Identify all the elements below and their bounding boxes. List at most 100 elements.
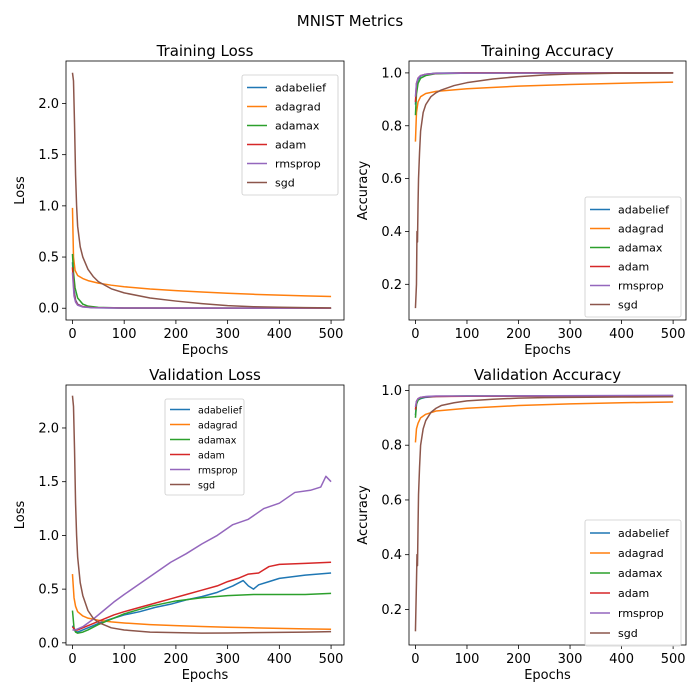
x-tick-label: 500: [319, 327, 344, 342]
series-line-rmsprop: [72, 475, 332, 631]
y-axis-label: Accuracy: [356, 161, 371, 221]
x-tick-label: 400: [267, 327, 292, 342]
x-tick-label: 100: [112, 652, 137, 667]
legend: adabelief adagrad adamax adam rmsprop sgd: [584, 196, 682, 318]
y-tick-label: 0.2: [381, 278, 402, 293]
legend-label-adam: adam: [618, 260, 649, 273]
y-tick-label: 1.0: [38, 199, 59, 214]
legend-label-adabelief: adabelief: [275, 81, 327, 94]
legend-label-adagrad: adagrad: [618, 547, 664, 560]
legend-box: [584, 519, 682, 647]
x-tick-label: 400: [609, 327, 634, 342]
x-tick-label: 100: [112, 327, 137, 342]
legend-label-rmsprop: rmsprop: [618, 279, 664, 292]
x-tick-label: 200: [163, 652, 188, 667]
legend-label-rmsprop: rmsprop: [618, 607, 664, 620]
x-tick-label: 0: [68, 652, 76, 667]
x-tick-label: 0: [411, 652, 419, 667]
y-tick-label: 1.0: [38, 529, 59, 544]
series-line-sgd: [414, 72, 674, 309]
x-axis-label: Epochs: [182, 668, 229, 683]
chart-2: 0 100 200 300 400 500 0.2 0.4 0.6 0.8 1.0 Training …: [356, 42, 687, 358]
series-line-rmsprop: [414, 72, 674, 97]
plot-frame: [408, 60, 687, 321]
y-tick-label: 1.5: [38, 475, 59, 490]
series-line-sgd: [414, 396, 674, 632]
chart-title: Training Accuracy: [480, 42, 614, 60]
x-tick-label: 0: [411, 327, 419, 342]
legend-label-adagrad: adagrad: [275, 100, 321, 113]
y-tick-label: 2.0: [38, 421, 59, 436]
series-line-adam: [71, 561, 332, 631]
legend-label-adam: adam: [275, 138, 306, 151]
legend-label-rmsprop: rmsprop: [275, 157, 321, 170]
x-axis-label: Epochs: [524, 668, 571, 683]
legend-label-adagrad: adagrad: [198, 420, 237, 431]
x-tick-label: 300: [558, 327, 583, 342]
chart-4: 0 100 200 300 400 500 0.2 0.4 0.6 0.8 1.0 Validatio…: [356, 366, 687, 683]
chart-title: Validation Accuracy: [474, 366, 621, 384]
series-line-adagrad: [414, 401, 674, 443]
y-tick-label: 0.5: [38, 251, 59, 266]
y-tick-label: 0.0: [38, 302, 59, 317]
x-tick-label: 100: [455, 652, 480, 667]
y-tick-label: 0.0: [38, 636, 59, 651]
legend-label-sgd: sgd: [198, 480, 215, 491]
chart-title: Training Loss: [156, 42, 254, 60]
legend-label-adabelief: adabelief: [618, 527, 670, 540]
x-tick-label: 300: [558, 652, 583, 667]
chart-title: Validation Loss: [149, 366, 261, 384]
series-line-rmsprop: [414, 394, 674, 408]
chart-3: 0 100 200 300 400 500 0.0 0.5 1.0 1.5 2.0 Validatio…: [13, 366, 345, 683]
legend-label-sgd: sgd: [275, 176, 295, 189]
x-tick-label: 200: [506, 652, 531, 667]
y-axis-label: Loss: [13, 501, 28, 530]
legend-label-adamax: adamax: [198, 435, 237, 446]
y-axis-label: Accuracy: [356, 485, 371, 545]
x-tick-label: 0: [68, 327, 76, 342]
legend-label-adagrad: adagrad: [618, 222, 664, 235]
series-line-adagrad: [71, 207, 332, 298]
x-tick-label: 500: [319, 652, 344, 667]
x-tick-label: 200: [506, 327, 531, 342]
legend-label-adam: adam: [618, 587, 649, 600]
x-tick-label: 500: [661, 327, 686, 342]
series-line-rmsprop: [71, 272, 332, 309]
legend-label-adamax: adamax: [618, 241, 663, 254]
legend-label-adamax: adamax: [618, 567, 663, 580]
x-tick-label: 300: [215, 652, 240, 667]
x-axis-label: Epochs: [524, 343, 571, 358]
legend: adabelief adagrad adamax adam rmsprop sgd: [164, 398, 245, 496]
legend-label-adam: adam: [198, 450, 225, 461]
x-tick-label: 500: [661, 652, 686, 667]
y-tick-label: 1.0: [381, 66, 402, 81]
y-tick-label: 0.2: [381, 603, 402, 618]
series-line-sgd: [71, 72, 332, 309]
y-tick-label: 0.4: [381, 225, 402, 240]
y-axis-label: Loss: [13, 176, 28, 205]
legend-label-sgd: sgd: [618, 298, 638, 311]
x-tick-label: 100: [455, 327, 480, 342]
legend-box: [584, 196, 682, 318]
y-tick-label: 1.5: [38, 148, 59, 163]
legend-label-sgd: sgd: [618, 627, 638, 640]
legend: adabelief adagrad adamax adam rmsprop sgd: [584, 519, 682, 647]
legend-box: [241, 74, 339, 196]
y-tick-label: 0.4: [381, 548, 402, 563]
legend-box: [164, 398, 245, 496]
chart-1: 0 100 200 300 400 500 0.0 0.5 1.0 1.5 2.0 Training …: [13, 42, 345, 358]
y-tick-label: 2.0: [38, 97, 59, 112]
series-line-adagrad: [71, 574, 332, 631]
legend-label-adamax: adamax: [275, 119, 320, 132]
legend-label-adabelief: adabelief: [618, 203, 670, 216]
plot-frame: [65, 60, 345, 321]
plot-frame: [408, 384, 687, 646]
series-line-adamax: [71, 592, 332, 634]
x-axis-label: Epochs: [182, 343, 229, 358]
y-tick-label: 0.6: [381, 172, 402, 187]
legend-label-rmsprop: rmsprop: [198, 465, 238, 476]
legend: adabelief adagrad adamax adam rmsprop sgd: [241, 74, 339, 196]
x-tick-label: 200: [163, 327, 188, 342]
